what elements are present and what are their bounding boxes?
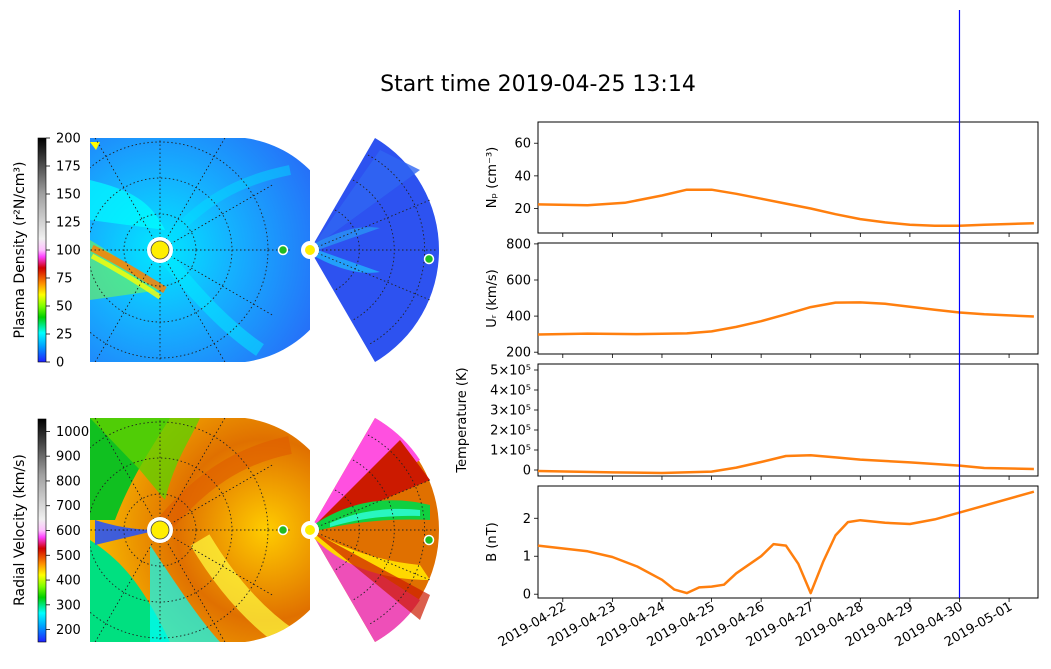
series-line	[537, 490, 1035, 595]
velocity-colorbar-label: Radial Velocity (km/s)	[12, 454, 28, 606]
colorbar-tick-label: 300	[56, 598, 81, 613]
y-tick-label: 200	[506, 346, 531, 361]
colorbar-tick-label: 175	[56, 160, 81, 175]
velocity-colorbar-ticks: 200 300 400 500 600 700 800 900 1000	[46, 425, 89, 638]
sun-icon-lower	[150, 520, 170, 540]
y-tick-label: 3×10⁵	[490, 404, 531, 419]
colorbar-tick-label: 200	[56, 623, 81, 638]
y-tick-label: 1×10⁵	[490, 444, 531, 459]
plot-frame	[537, 121, 1039, 234]
timeseries-panel-0: 20 40 60 Nₚ (cm⁻³)	[485, 121, 1039, 237]
y-axis-label: Nₚ (cm⁻³)	[485, 147, 500, 208]
colorbar-tick-label: 700	[56, 499, 81, 514]
colorbar-tick-label: 900	[56, 450, 81, 465]
timeseries-panel-1: 200 400 600 800 Uᵣ (km/s)	[485, 237, 1039, 361]
earth-marker-lower	[277, 524, 289, 536]
density-colorbar	[37, 137, 47, 363]
plot-frame	[537, 485, 1039, 599]
plot-frame	[537, 363, 1039, 477]
colorbar-tick-label: 100	[56, 244, 81, 259]
series-line	[537, 301, 1034, 336]
velocity-map-panel: 200 300 400 500 600 700 800 900 1000 Radial Velo…	[12, 418, 440, 643]
y-tick-label: 60	[514, 137, 531, 152]
colorbar-tick-label: 1000	[56, 425, 89, 440]
timeseries-panel-2: 0 1×10⁵ 2×10⁵ 3×10⁵ 4×10⁵ 5×10⁵ Temperature (K…	[455, 363, 1039, 480]
y-axis-label: Uᵣ (km/s)	[485, 269, 500, 328]
y-axis-label: B (nT)	[485, 522, 500, 561]
colorbar-tick-label: 400	[56, 574, 81, 589]
y-tick-label: 40	[514, 169, 531, 184]
y-tick-label: 2	[523, 512, 531, 527]
y-tick-label: 600	[506, 274, 531, 289]
y-tick-label: 400	[506, 310, 531, 325]
y-tick-label: 1	[523, 550, 531, 565]
y-tick-label: 800	[506, 237, 531, 252]
y-tick-label: 4×10⁵	[490, 384, 531, 399]
y-tick-label: 0	[523, 588, 531, 603]
colorbar-tick-label: 200	[56, 132, 81, 147]
sun-icon	[150, 240, 170, 260]
density-colorbar-ticks: 0 25 50 75 100 125 150 175 200	[46, 132, 81, 371]
density-colorbar-label: Plasma Density (r²N/cm³)	[12, 162, 28, 339]
density-meridional-map	[301, 138, 439, 362]
y-tick-label: 5×10⁵	[490, 364, 531, 379]
velocity-colorbar	[37, 418, 47, 643]
plot-frame	[537, 242, 1039, 355]
velocity-meridional-map	[301, 418, 440, 642]
y-tick-label: 20	[514, 202, 531, 217]
colorbar-tick-label: 25	[56, 328, 73, 343]
colorbar-tick-label: 800	[56, 474, 81, 489]
density-equatorial-map	[90, 138, 310, 362]
figure-title: Start time 2019-04-25 13:14	[380, 72, 696, 97]
colorbar-tick-label: 600	[56, 524, 81, 539]
y-tick-label: 2×10⁵	[490, 424, 531, 439]
colorbar-tick-label: 500	[56, 549, 81, 564]
colorbar-tick-label: 50	[56, 300, 73, 315]
time-axis: 2019-04-222019-04-232019-04-242019-04-25…	[496, 599, 1015, 650]
y-tick-label: 0	[523, 464, 531, 479]
series-line	[537, 453, 1034, 475]
timeseries-panel-3: 0 1 2 B (nT)	[485, 485, 1039, 603]
colorbar-tick-label: 75	[56, 272, 73, 287]
velocity-equatorial-map	[90, 418, 310, 642]
colorbar-tick-label: 125	[56, 216, 81, 231]
colorbar-tick-label: 0	[56, 356, 64, 371]
earth-marker	[277, 244, 289, 256]
colorbar-tick-label: 150	[56, 188, 81, 203]
y-axis-label: Temperature (K)	[455, 367, 470, 473]
density-map-panel: 0 25 50 75 100 125 150 175 200 Plasma Density (r…	[12, 132, 439, 371]
